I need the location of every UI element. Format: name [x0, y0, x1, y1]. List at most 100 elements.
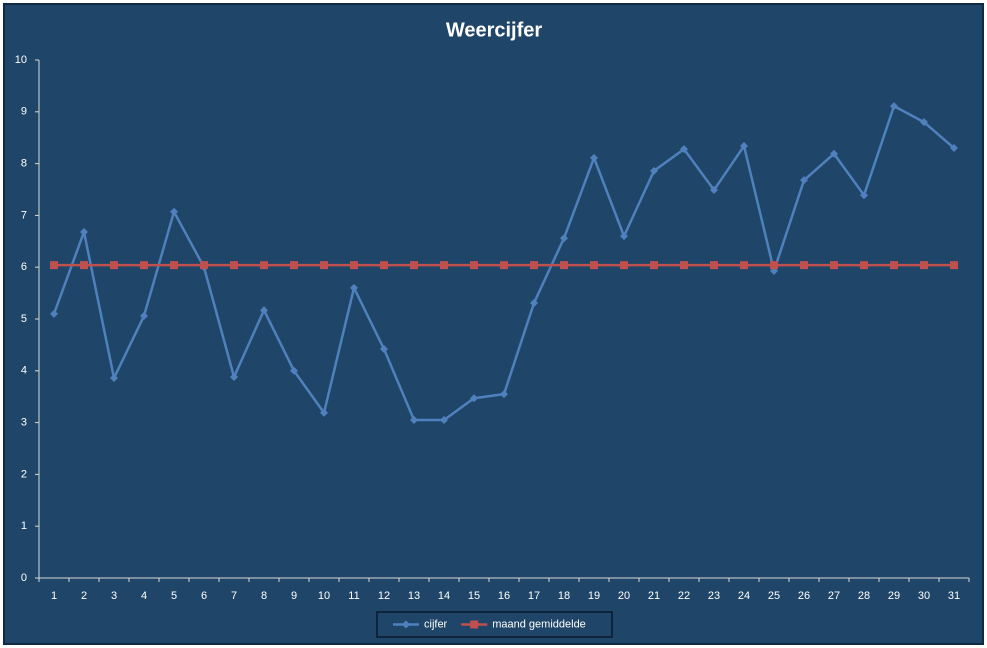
- y-tick-label: 1: [21, 520, 27, 532]
- y-tick-label: 5: [21, 313, 27, 325]
- chart-title: Weercijfer: [446, 19, 543, 41]
- data-point: [380, 261, 388, 270]
- x-tick-label: 11: [348, 590, 359, 602]
- data-point: [350, 283, 358, 292]
- data-point: [890, 261, 898, 270]
- data-point: [560, 234, 568, 243]
- y-tick-label: 6: [21, 261, 27, 273]
- legend-marker: [402, 620, 410, 629]
- data-point: [50, 261, 58, 270]
- data-point: [200, 261, 208, 270]
- data-point: [830, 149, 838, 158]
- data-point: [170, 261, 178, 270]
- data-point: [440, 261, 448, 270]
- x-tick-label: 10: [318, 590, 330, 602]
- x-tick-label: 24: [738, 590, 750, 602]
- x-tick-label: 20: [618, 590, 630, 602]
- x-tick-label: 4: [141, 590, 147, 602]
- data-point: [950, 261, 958, 270]
- data-point: [590, 153, 598, 162]
- x-tick-label: 31: [948, 590, 960, 602]
- data-point: [950, 144, 958, 153]
- x-tick-label: 25: [768, 590, 780, 602]
- x-tick-label: 23: [708, 590, 720, 602]
- data-point: [860, 261, 868, 270]
- data-point: [530, 261, 538, 270]
- x-tick-label: 19: [588, 590, 600, 602]
- data-point: [470, 394, 478, 403]
- y-tick-label: 3: [21, 417, 27, 429]
- data-point: [140, 311, 148, 320]
- x-tick-label: 29: [888, 590, 900, 602]
- y-tick-label: 7: [21, 209, 27, 221]
- data-point: [500, 390, 508, 399]
- x-tick-label: 14: [438, 590, 450, 602]
- x-tick-label: 1: [51, 590, 57, 602]
- x-tick-label: 30: [918, 590, 930, 602]
- x-tick-label: 5: [171, 590, 177, 602]
- data-point: [290, 261, 298, 270]
- x-tick-label: 18: [558, 590, 570, 602]
- x-tick-label: 17: [528, 590, 540, 602]
- data-point: [230, 261, 238, 270]
- x-tick-label: 8: [261, 590, 267, 602]
- y-tick-label: 10: [15, 54, 27, 66]
- x-tick-label: 6: [201, 590, 207, 602]
- data-point: [80, 261, 88, 270]
- data-point: [530, 298, 538, 307]
- data-point: [110, 374, 118, 383]
- data-point: [80, 227, 88, 236]
- data-point: [740, 261, 748, 270]
- y-tick-label: 0: [21, 572, 27, 584]
- data-point: [470, 261, 478, 270]
- legend-marker: [470, 620, 479, 629]
- x-tick-label: 21: [648, 590, 660, 602]
- data-point: [320, 261, 328, 270]
- legend-box: [376, 611, 613, 638]
- data-point: [890, 102, 898, 111]
- data-point: [800, 176, 808, 185]
- data-point: [860, 191, 868, 200]
- data-point: [650, 261, 658, 270]
- data-point: [710, 261, 718, 270]
- data-point: [770, 261, 778, 270]
- data-point: [50, 309, 58, 318]
- x-tick-label: 7: [231, 590, 237, 602]
- chart-background: [3, 3, 984, 645]
- data-point: [440, 416, 448, 425]
- data-point: [680, 145, 688, 154]
- data-point: [500, 261, 508, 270]
- data-point: [410, 416, 418, 425]
- data-point: [650, 166, 658, 175]
- data-point: [740, 141, 748, 150]
- data-point: [830, 261, 838, 270]
- data-point: [170, 207, 178, 216]
- data-point: [560, 261, 568, 270]
- x-tick-label: 3: [111, 590, 117, 602]
- data-point: [620, 261, 628, 270]
- y-tick-label: 4: [21, 365, 27, 377]
- data-point: [920, 118, 928, 127]
- x-tick-label: 2: [81, 590, 87, 602]
- y-tick-label: 8: [21, 158, 27, 170]
- data-point: [230, 373, 238, 382]
- x-tick-label: 13: [408, 590, 420, 602]
- legend-label: cijfer: [424, 618, 448, 630]
- x-tick-label: 15: [468, 590, 480, 602]
- data-point: [620, 232, 628, 241]
- x-tick-label: 22: [678, 590, 690, 602]
- data-point: [380, 345, 388, 354]
- x-tick-label: 12: [378, 590, 390, 602]
- data-point: [260, 306, 268, 315]
- legend-label: maand gemiddelde: [492, 618, 586, 630]
- data-point: [350, 261, 358, 270]
- x-tick-label: 26: [798, 590, 810, 602]
- data-point: [110, 261, 118, 270]
- data-point: [800, 261, 808, 270]
- y-tick-label: 2: [21, 468, 27, 480]
- data-point: [260, 261, 268, 270]
- data-point: [710, 186, 718, 195]
- data-point: [140, 261, 148, 270]
